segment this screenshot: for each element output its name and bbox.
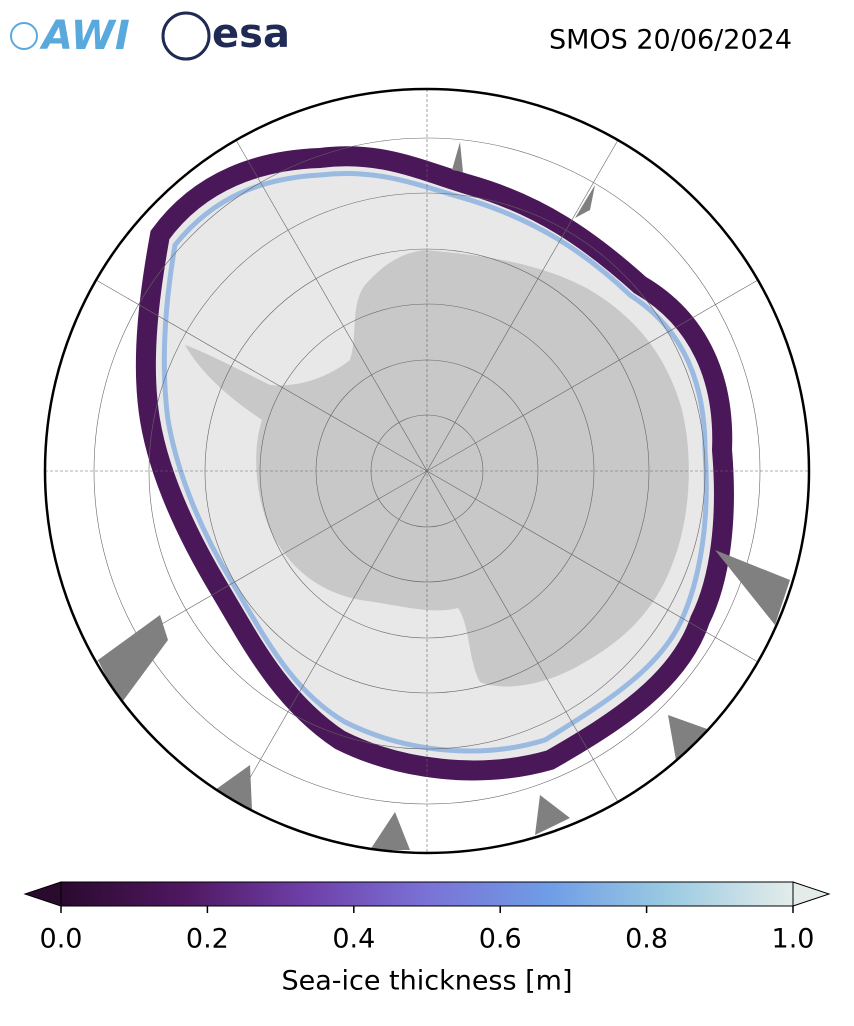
ice-edge	[161, 170, 709, 754]
tick-label: 0.2	[186, 924, 229, 955]
tick-label: 1.0	[772, 924, 815, 955]
logo-text: AWI	[39, 13, 130, 59]
tick-label: 0.8	[625, 924, 668, 955]
colorbar-extend-high	[792, 881, 831, 907]
esa-logo: esa	[161, 11, 290, 61]
tick-label: 0.0	[40, 924, 83, 955]
colorbar-extend-low	[23, 881, 62, 907]
tick-label: 0.6	[479, 924, 522, 955]
colorbar-ticks: 0.0 0.2 0.4 0.6 0.8 1.0	[40, 906, 815, 955]
antarctica	[185, 250, 689, 687]
land-mask	[98, 142, 790, 850]
graticule	[45, 89, 809, 853]
map-frame	[43, 87, 811, 855]
map-title: SMOS 20/06/2024	[549, 25, 792, 56]
colorbar-label: Sea-ice thickness [m]	[281, 966, 572, 997]
tick-label: 0.4	[332, 924, 375, 955]
logo-text: esa	[212, 11, 290, 57]
map	[45, 89, 809, 853]
colorbar	[60, 881, 794, 907]
awi-logo: AWI	[10, 13, 130, 59]
